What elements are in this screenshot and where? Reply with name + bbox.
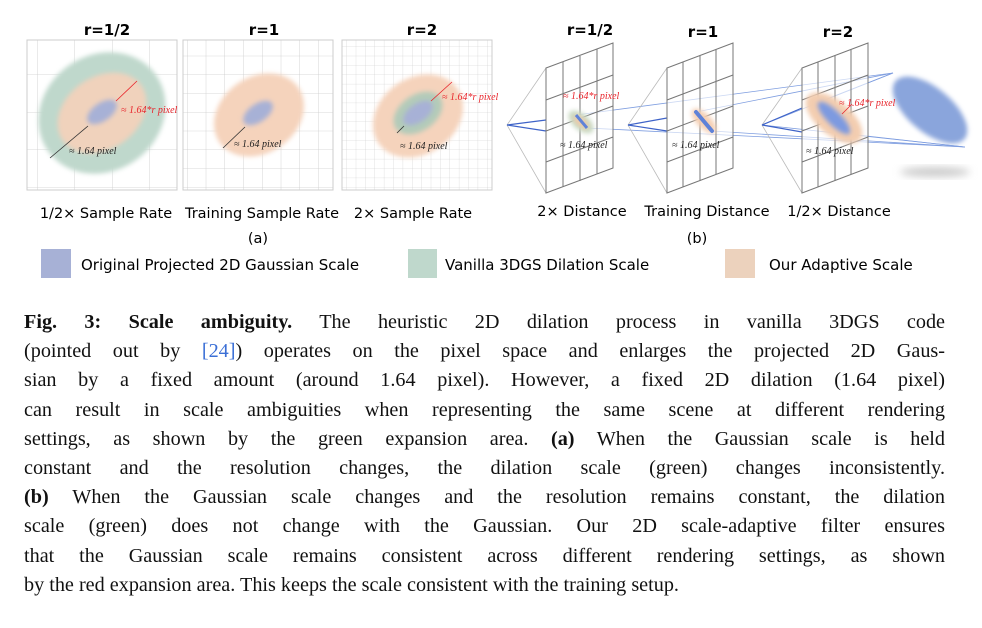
sample-rate-double: ≈ 1.64*r pixel ≈ 1.64 pixel [341, 39, 499, 191]
caption-text: (pointed out by [24, 340, 202, 363]
caption-text: ) operates on the pixel space and enlarg… [235, 340, 945, 363]
caption-line: constant and the resolution changes, the… [24, 456, 945, 479]
caption-text: When the Gaussian scale is held [574, 427, 946, 450]
label-half-distance: 1/2× Distance [787, 204, 891, 220]
annotation-red: ≈ 1.64*r pixel [563, 91, 620, 102]
caption-line: sian by a fixed amount (around 1.64 pixe… [24, 369, 945, 392]
figure-caption: Fig. 3: Scale ambiguity. The heuristic 2… [24, 308, 945, 600]
distance-half: ≈ 1.64*r pixel ≈ 1.64 pixel [761, 42, 896, 194]
caption-fig-label: Fig. 3: [24, 311, 102, 333]
caption-text: settings, as shown by the green expansio… [24, 427, 551, 450]
caption-title: Scale ambiguity. [128, 311, 293, 333]
label-training-distance: Training Distance [643, 204, 769, 220]
annotation-black: ≈ 1.64 pixel [234, 139, 282, 150]
panel-a-title-3: r=2 [407, 21, 437, 39]
legend: Original Projected 2D Gaussian Scale Van… [41, 249, 913, 278]
panel-a-sublabel: (a) [248, 231, 268, 247]
distance-training: ≈ 1.64 pixel [627, 42, 734, 194]
panel-a: r=1/2 r=1 r=2 ≈ 1.64*r pixel ≈ 1.64 pixe… [26, 21, 499, 247]
sample-rate-training: ≈ 1.64 pixel [182, 39, 334, 191]
caption-ref-a: (a) [550, 427, 575, 450]
caption-line: can result in scale ambiguities when rep… [24, 398, 945, 421]
legend-label-adaptive: Our Adaptive Scale [769, 256, 913, 274]
panel-a-title-2: r=1 [249, 21, 279, 39]
legend-swatch-gaussian [41, 249, 71, 278]
distance-double: ≈ 1.64*r pixel ≈ 1.64 pixel [506, 42, 620, 194]
panel-a-title-1: r=1/2 [84, 21, 130, 39]
annotation-red: ≈ 1.64*r pixel [121, 105, 178, 116]
legend-swatch-dilation [408, 249, 437, 278]
annotation-black: ≈ 1.64 pixel [560, 140, 608, 151]
caption-line: scale (green) does not change with the G… [24, 515, 945, 538]
figure-3: r=1/2 r=1 r=2 ≈ 1.64*r pixel ≈ 1.64 pixe… [26, 21, 970, 278]
panel-b-title-2: r=1 [688, 23, 718, 41]
panel-b-title-1: r=1/2 [567, 21, 613, 39]
legend-label-dilation: Vanilla 3DGS Dilation Scale [445, 256, 649, 274]
annotation-red: ≈ 1.64*r pixel [442, 92, 499, 103]
gaussian-shadow [900, 167, 970, 177]
panel-b: r=1/2 r=1 r=2 ≈ 1.64*r pixel ≈ 1.64 pi [506, 21, 970, 247]
citation-link[interactable]: [24] [201, 340, 236, 363]
label-training-sample-rate: Training Sample Rate [184, 206, 339, 222]
legend-swatch-adaptive [725, 249, 755, 278]
label-double-sample-rate: 2× Sample Rate [354, 206, 472, 222]
legend-label-gaussian: Original Projected 2D Gaussian Scale [81, 256, 359, 274]
caption-text: The heuristic 2D dilation process in van… [319, 311, 946, 333]
label-double-distance: 2× Distance [537, 204, 626, 220]
annotation-red: ≈ 1.64*r pixel [839, 98, 896, 109]
annotation-black: ≈ 1.64 pixel [400, 141, 448, 152]
caption-text: When the Gaussian scale changes and the … [48, 486, 945, 509]
caption-line: that the Gaussian scale remains consiste… [24, 544, 945, 567]
panel-b-sublabel: (b) [687, 231, 708, 247]
label-half-sample-rate: 1/2× Sample Rate [40, 206, 172, 222]
sample-rate-half: ≈ 1.64*r pixel ≈ 1.64 pixel [26, 39, 178, 191]
caption-ref-b: (b) [24, 486, 49, 509]
3d-gaussian [892, 76, 968, 144]
annotation-black: ≈ 1.64 pixel [672, 140, 720, 151]
annotation-black: ≈ 1.64 pixel [806, 146, 854, 157]
annotation-black: ≈ 1.64 pixel [69, 146, 117, 157]
caption-line: by the red expansion area. This keeps th… [24, 573, 679, 596]
panel-b-title-3: r=2 [823, 23, 853, 41]
